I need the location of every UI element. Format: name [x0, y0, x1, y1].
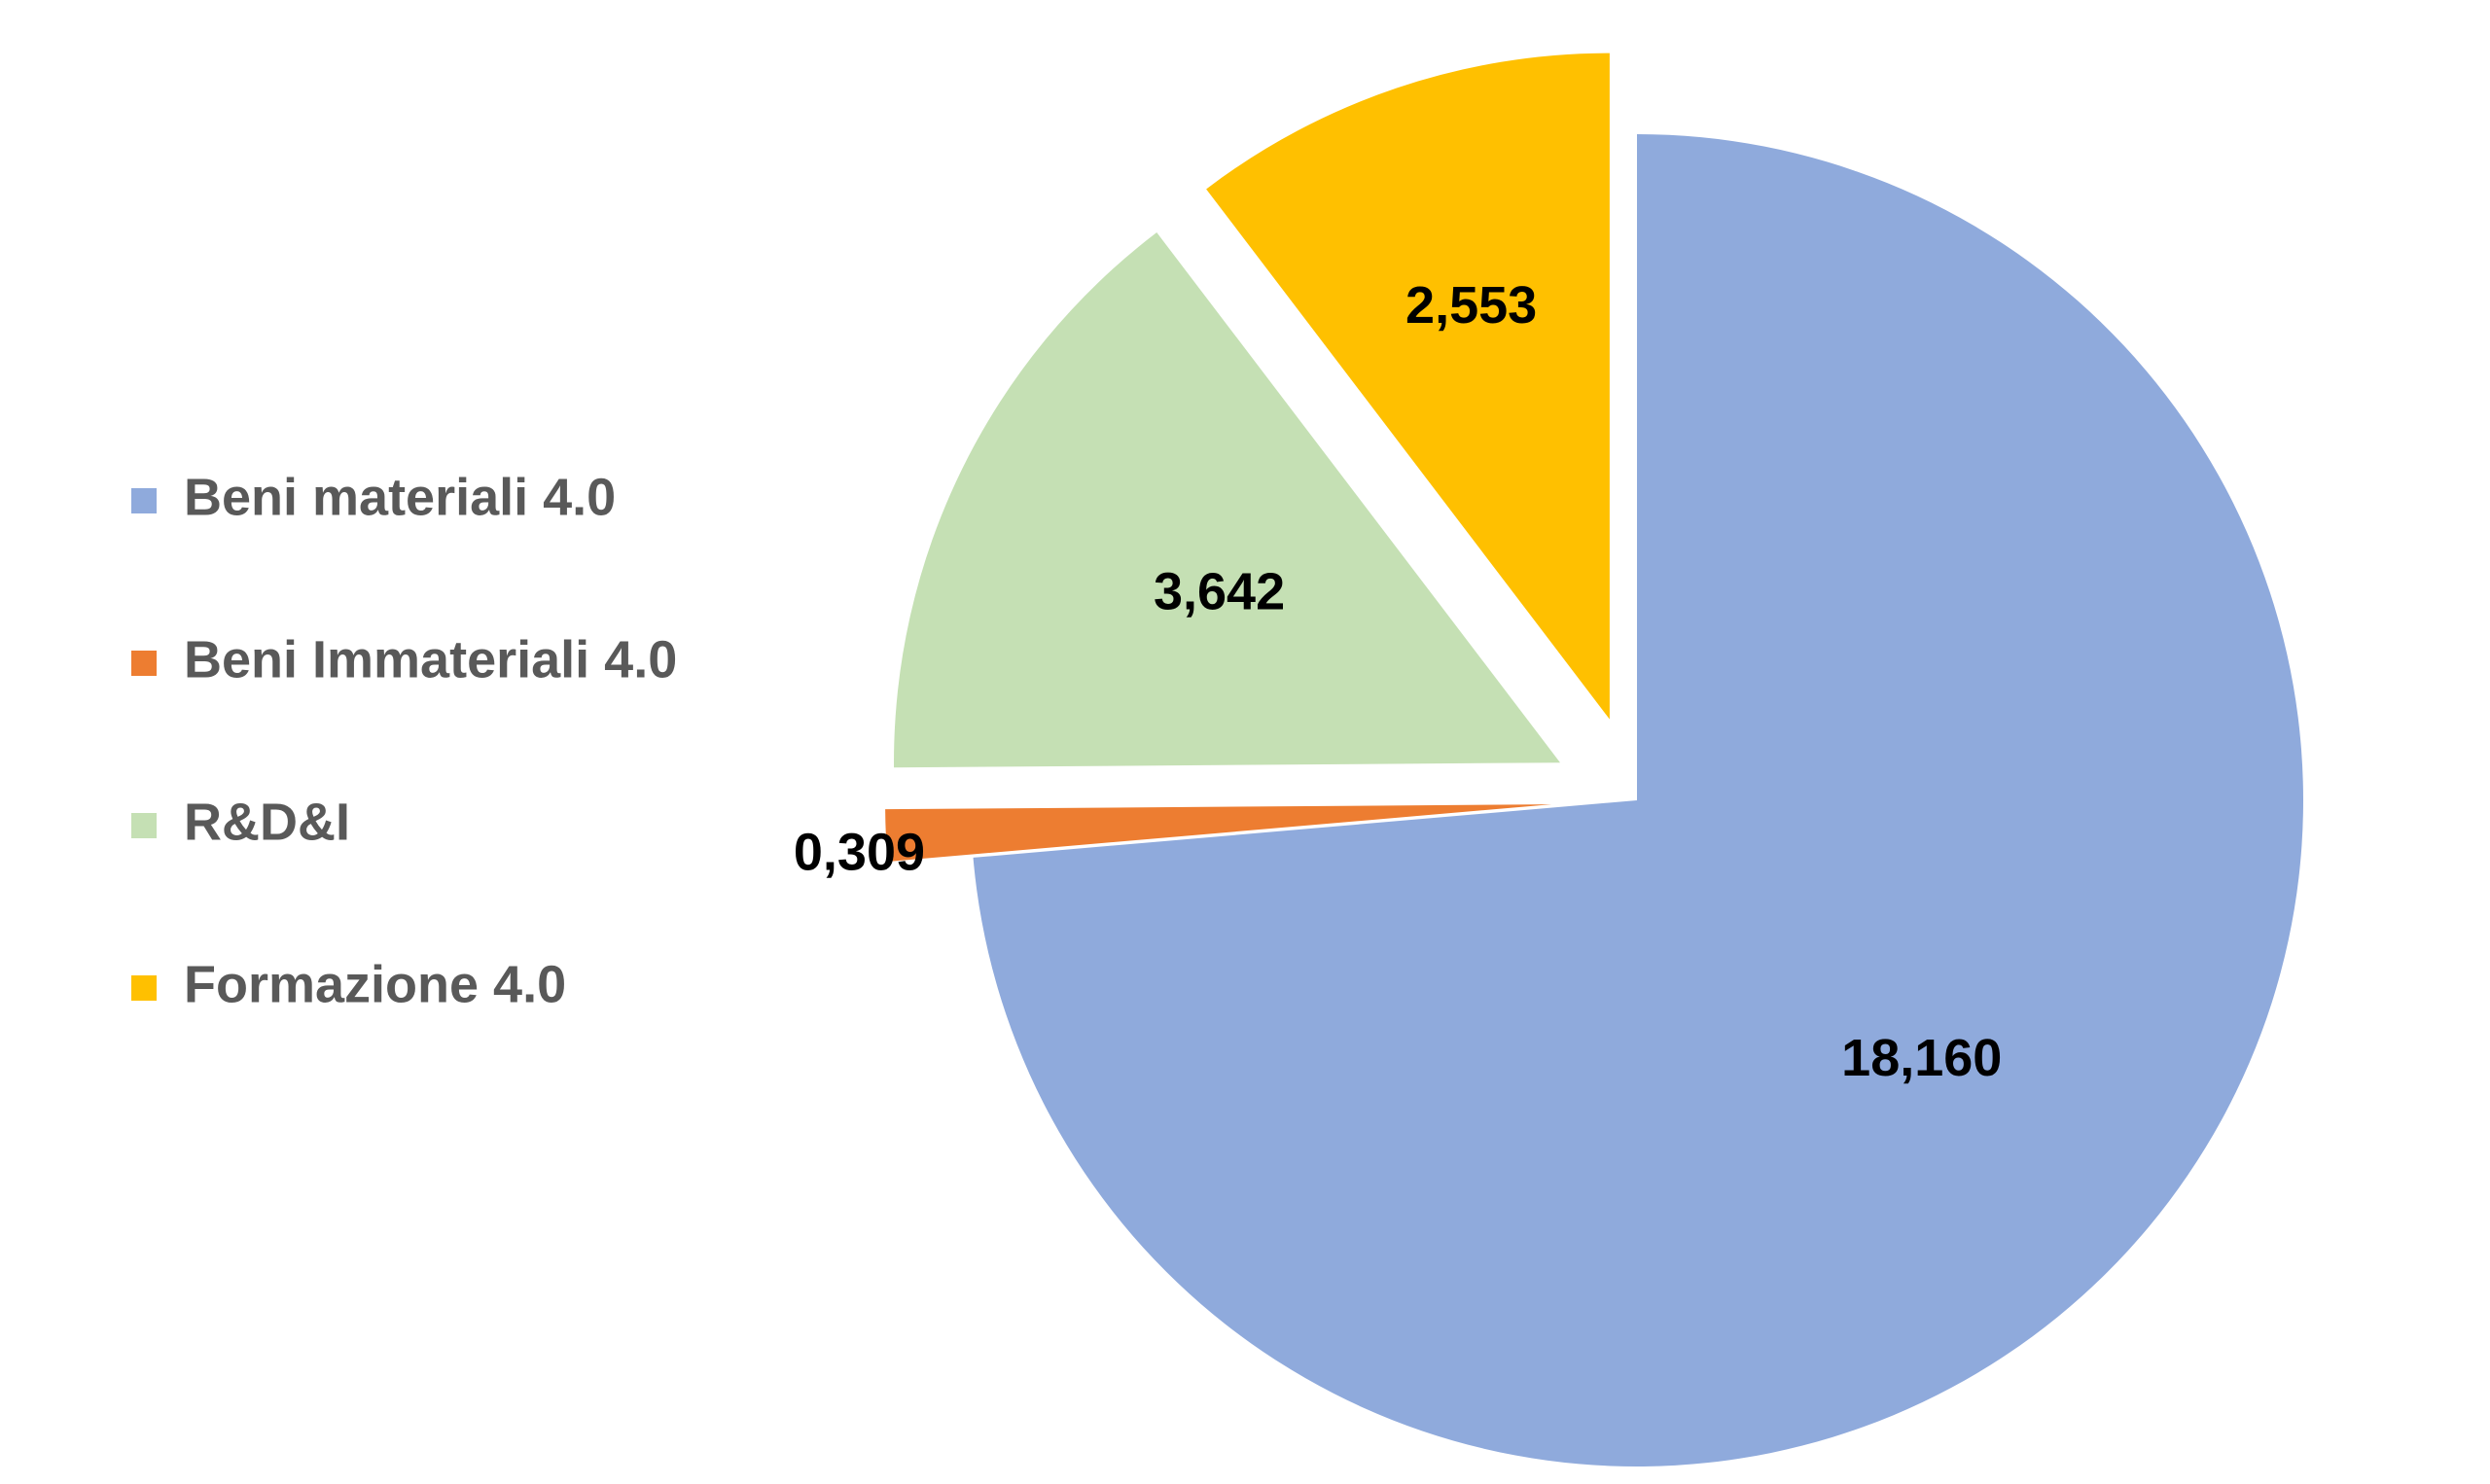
pie-slice-3 — [1206, 53, 1610, 720]
legend-swatch-1 — [131, 651, 157, 676]
pie-value-label-1: 0,309 — [794, 824, 925, 882]
legend-swatch-2 — [131, 813, 157, 838]
legend-swatch-0 — [131, 488, 157, 513]
pie-value-label-0: 18,160 — [1841, 1029, 2002, 1087]
pie-slice-2 — [894, 232, 1561, 768]
legend-label-2: R&D&I — [184, 793, 350, 851]
pie-value-label-3: 2,553 — [1405, 276, 1537, 335]
legend-label-3: Formazione 4.0 — [184, 955, 566, 1013]
legend-swatch-3 — [131, 975, 157, 1001]
pie-slice-1 — [885, 804, 1552, 863]
legend-label-1: Beni Immateriali 4.0 — [184, 630, 677, 689]
pie-value-labels: 18,160 0,309 3,642 2,553 — [794, 276, 2002, 1087]
pie-slices — [885, 53, 2303, 1466]
pie-slice-0 — [973, 134, 2303, 1466]
pie-value-label-2: 3,642 — [1154, 562, 1285, 620]
legend-label-0: Beni materiali 4.0 — [184, 468, 616, 526]
legend: Beni materiali 4.0 Beni Immateriali 4.0 R&… — [131, 468, 677, 1013]
